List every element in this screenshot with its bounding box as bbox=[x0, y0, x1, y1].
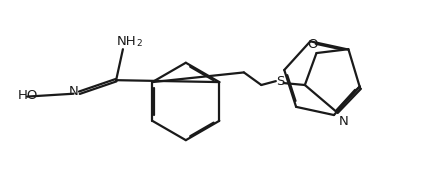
Text: NH: NH bbox=[117, 35, 136, 48]
Text: S: S bbox=[277, 75, 285, 88]
Text: N: N bbox=[339, 115, 349, 128]
Text: N: N bbox=[69, 85, 78, 98]
Text: 2: 2 bbox=[136, 39, 142, 48]
Text: O: O bbox=[307, 38, 318, 51]
Text: HO: HO bbox=[17, 89, 38, 102]
